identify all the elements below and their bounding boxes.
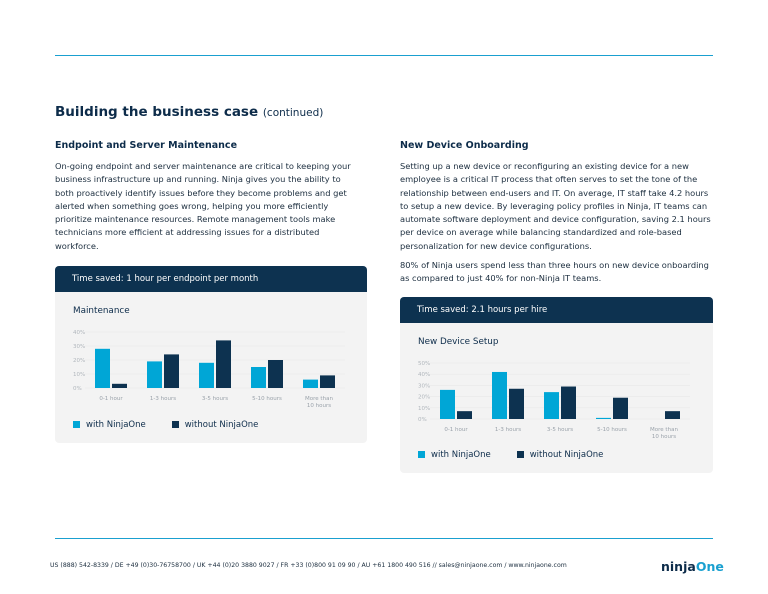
bar-without bbox=[216, 340, 231, 388]
bar-with bbox=[95, 348, 110, 388]
right-paragraph-1: Setting up a new device or reconfiguring… bbox=[400, 161, 711, 251]
chart-title: Maintenance bbox=[73, 306, 130, 316]
x-tick-label: 10 hours bbox=[652, 434, 676, 440]
bar-without bbox=[561, 386, 576, 419]
bar-without bbox=[457, 411, 472, 419]
legend-with: with NinjaOne bbox=[418, 450, 491, 460]
y-tick-label: 40% bbox=[73, 330, 85, 336]
bar-without bbox=[509, 388, 524, 419]
x-tick-label: More than bbox=[305, 396, 333, 402]
y-tick-label: 20% bbox=[73, 358, 85, 364]
maintenance-chart: 0% 10% 20% 30% 40% 0-1 hour 1-3 hours 3-5 hours… bbox=[73, 330, 345, 409]
x-tick-label: 10 hours bbox=[307, 403, 331, 409]
x-tick-label: 0-1 hour bbox=[99, 396, 123, 402]
card-header: Time saved: 1 hour per endpoint per mont… bbox=[55, 266, 367, 292]
y-tick-label: 40% bbox=[418, 372, 430, 378]
page-title: Building the business case (continued) bbox=[55, 104, 324, 120]
legend-without: without NinjaOne bbox=[516, 450, 603, 460]
x-tick-label: 5-10 hours bbox=[597, 427, 627, 433]
bar-with bbox=[199, 362, 214, 388]
x-tick-label: 1-3 hours bbox=[495, 427, 521, 433]
bar-with bbox=[544, 392, 559, 419]
y-tick-label: 0% bbox=[73, 386, 82, 392]
left-column: Endpoint and Server Maintenance On-going… bbox=[55, 140, 360, 259]
bar-without bbox=[112, 383, 127, 388]
bar-without bbox=[164, 354, 179, 388]
x-tick-label: 3-5 hours bbox=[547, 427, 573, 433]
left-paragraph: On-going endpoint and server maintenance… bbox=[55, 161, 351, 251]
chart-title: New Device Setup bbox=[418, 337, 499, 347]
x-tick-label: 3-5 hours bbox=[202, 396, 228, 402]
card-header: Time saved: 2.1 hours per hire bbox=[400, 297, 713, 323]
bar-without bbox=[665, 411, 680, 419]
legend: with NinjaOne without NinjaOne bbox=[73, 420, 258, 430]
right-heading: New Device Onboarding bbox=[400, 140, 529, 151]
x-tick-label: 5-10 hours bbox=[252, 396, 282, 402]
x-tick-label: More than bbox=[650, 427, 678, 433]
top-rule bbox=[55, 55, 713, 56]
y-tick-label: 30% bbox=[418, 383, 430, 389]
bar-with bbox=[596, 417, 611, 419]
y-tick-label: 0% bbox=[418, 417, 427, 423]
bar-with bbox=[492, 371, 507, 419]
y-tick-label: 20% bbox=[418, 395, 430, 401]
ninjaone-logo: ninjaOne bbox=[661, 559, 724, 574]
maintenance-card: Time saved: 1 hour per endpoint per mont… bbox=[55, 266, 367, 443]
bar-with bbox=[251, 367, 266, 388]
y-tick-label: 10% bbox=[418, 406, 430, 412]
legend-without: without NinjaOne bbox=[171, 420, 258, 430]
left-heading: Endpoint and Server Maintenance bbox=[55, 140, 238, 151]
x-tick-label: 1-3 hours bbox=[150, 396, 176, 402]
footer-contacts: US (888) 542-8339 / DE +49 (0)30-7675870… bbox=[50, 562, 567, 569]
bottom-rule bbox=[55, 538, 713, 539]
right-paragraph-2: 80% of Ninja users spend less than three… bbox=[400, 260, 709, 284]
right-column: New Device Onboarding Setting up a new d… bbox=[400, 140, 715, 292]
legend: with NinjaOne without NinjaOne bbox=[418, 450, 603, 460]
y-tick-label: 10% bbox=[73, 372, 85, 378]
x-tick-label: 0-1 hour bbox=[444, 427, 468, 433]
bar-with bbox=[147, 361, 162, 388]
bar-with bbox=[303, 379, 318, 388]
device-setup-card: Time saved: 2.1 hours per hire New Devic… bbox=[400, 297, 713, 473]
bar-without bbox=[320, 375, 335, 388]
device-setup-chart: 0% 10% 20% 30% 40% 50% 0-1 hour 1-3 hours 3-5 ho… bbox=[418, 361, 690, 440]
bar-without bbox=[613, 397, 628, 419]
y-tick-label: 50% bbox=[418, 361, 430, 367]
legend-with: with NinjaOne bbox=[73, 420, 146, 430]
bar-with bbox=[440, 389, 455, 419]
bar-without bbox=[268, 360, 283, 388]
y-tick-label: 30% bbox=[73, 344, 85, 350]
